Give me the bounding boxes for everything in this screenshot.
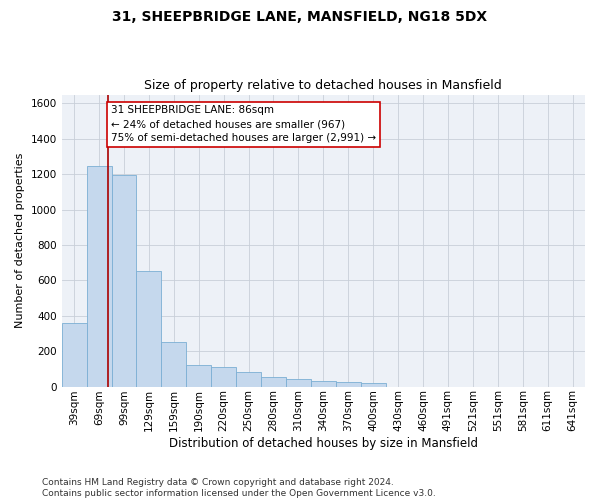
Bar: [86, 166, 112, 386]
Text: Contains HM Land Registry data © Crown copyright and database right 2024.
Contai: Contains HM Land Registry data © Crown c…: [42, 478, 436, 498]
Bar: [261, 377, 286, 386]
Bar: [236, 372, 261, 386]
Bar: [311, 381, 336, 386]
Bar: [161, 342, 186, 386]
Text: 31 SHEEPBRIDGE LANE: 86sqm
← 24% of detached houses are smaller (967)
75% of sem: 31 SHEEPBRIDGE LANE: 86sqm ← 24% of deta…: [111, 105, 376, 143]
Y-axis label: Number of detached properties: Number of detached properties: [15, 153, 25, 328]
Bar: [62, 323, 86, 386]
Bar: [211, 367, 236, 386]
Title: Size of property relative to detached houses in Mansfield: Size of property relative to detached ho…: [145, 79, 502, 92]
X-axis label: Distribution of detached houses by size in Mansfield: Distribution of detached houses by size …: [169, 437, 478, 450]
Bar: [136, 270, 161, 386]
Text: 31, SHEEPBRIDGE LANE, MANSFIELD, NG18 5DX: 31, SHEEPBRIDGE LANE, MANSFIELD, NG18 5D…: [112, 10, 488, 24]
Bar: [361, 384, 386, 386]
Bar: [336, 382, 361, 386]
Bar: [286, 380, 311, 386]
Bar: [186, 366, 211, 386]
Bar: [112, 175, 136, 386]
